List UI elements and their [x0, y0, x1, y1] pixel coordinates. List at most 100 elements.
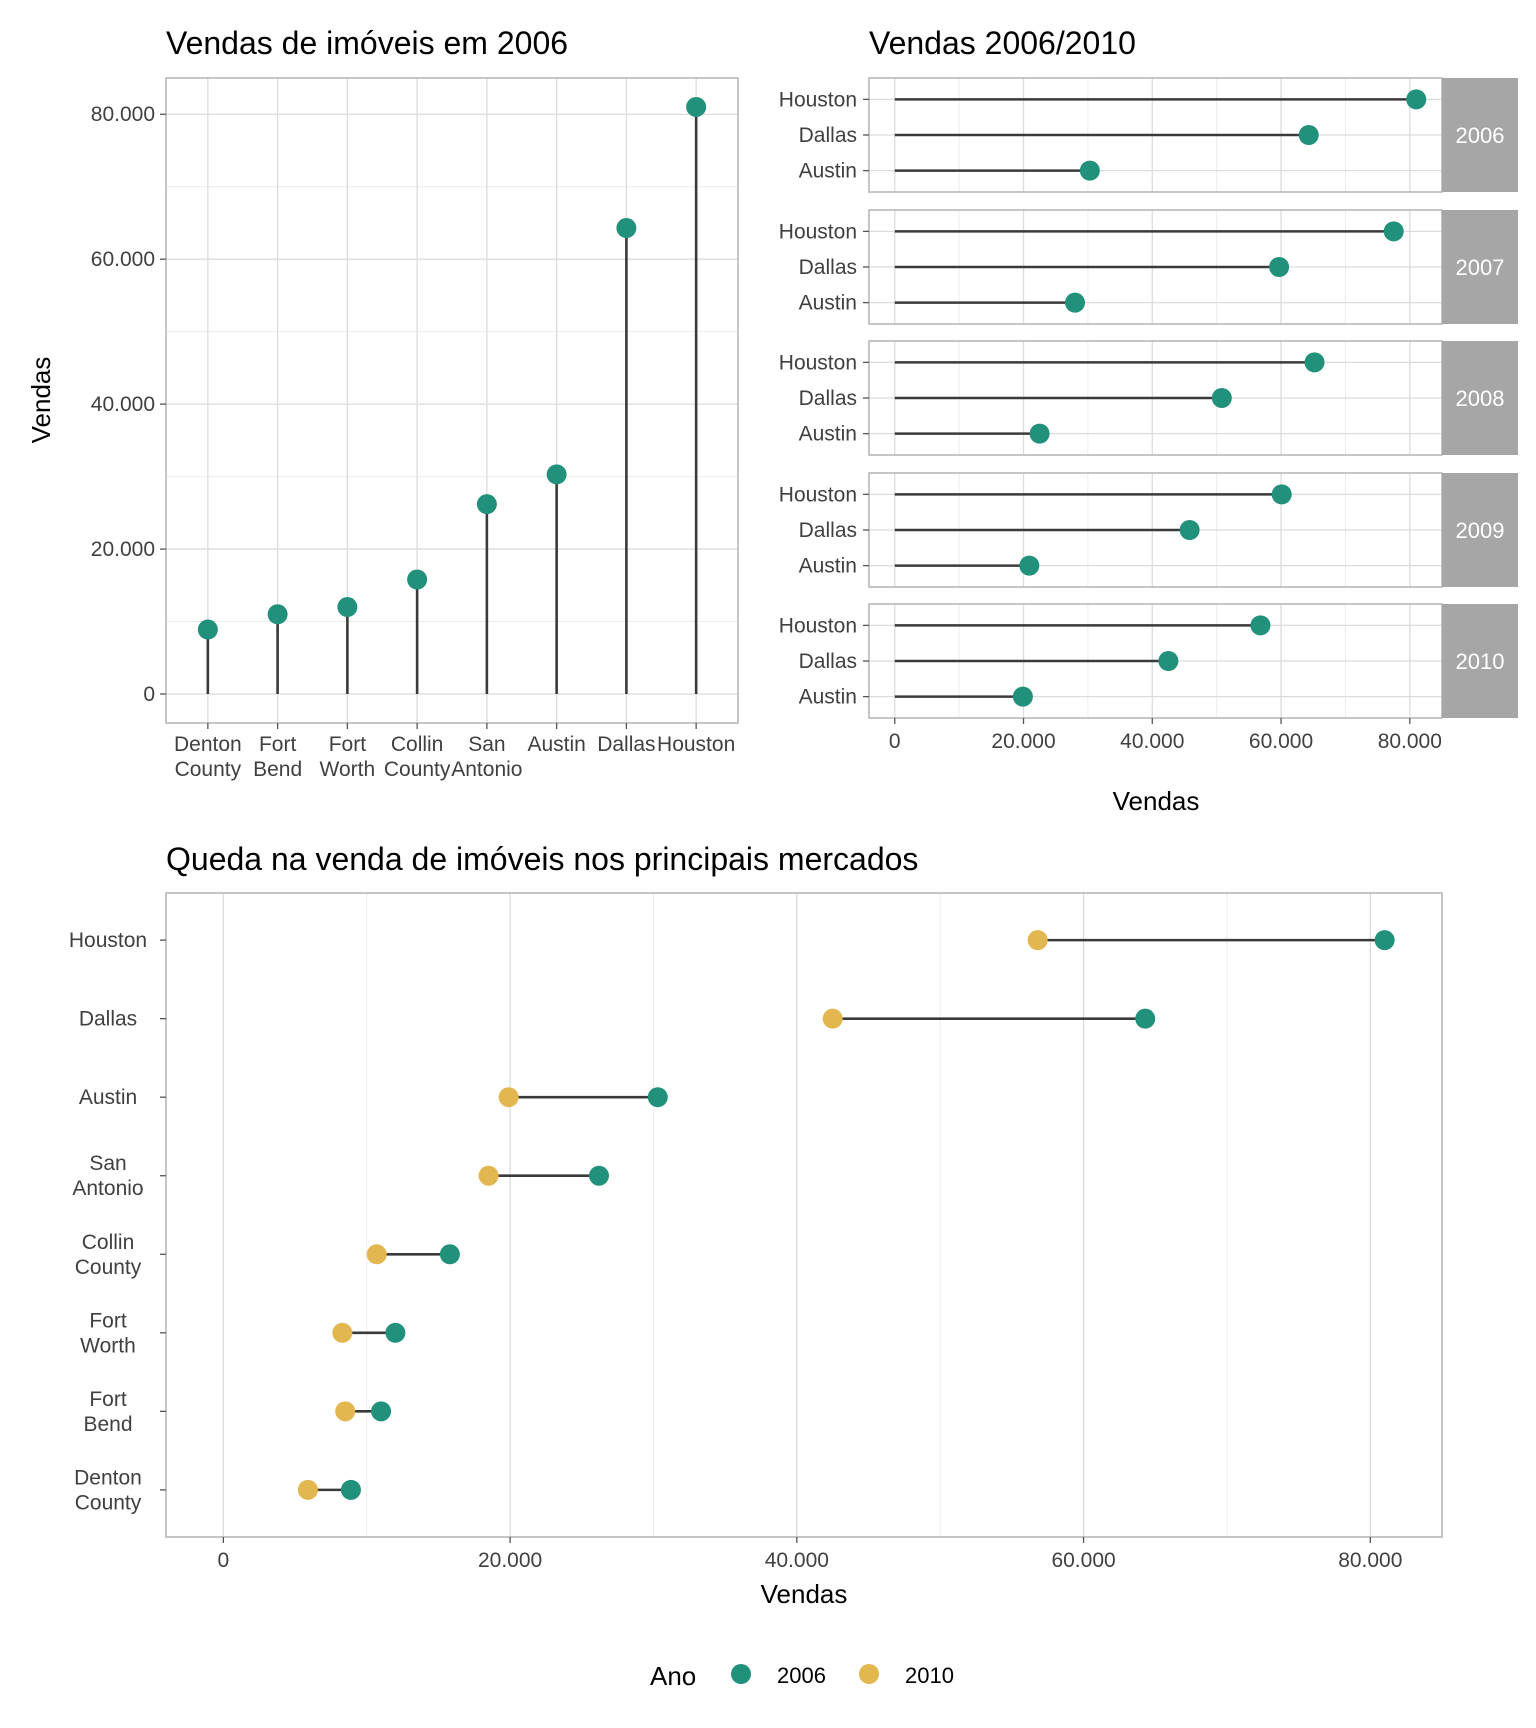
chart1-point: [267, 604, 288, 625]
chart2-point: [1298, 125, 1319, 145]
chart1-ytick-label: 60.000: [91, 248, 155, 271]
chart1-xtick-label: Fort Worth: [320, 733, 376, 781]
chart1-xtick-label: Collin County: [384, 733, 451, 781]
chart3-ytick-label: Dallas: [79, 1008, 137, 1031]
chart2-facets: 2006 Houston Dallas Austin 2007 Houston Dallas…: [779, 77, 1518, 719]
chart2-ytick-label: Houston: [779, 351, 857, 374]
chart2-xtick-label: 20.000: [991, 730, 1055, 753]
chart2-xtick-label: 40.000: [1120, 730, 1184, 753]
chart1-xtick-label: Austin: [527, 733, 585, 756]
chart2-ytick-label: Houston: [779, 483, 857, 506]
chart2-point: [1383, 221, 1404, 242]
chart3-gridlines: [222, 893, 1371, 1537]
chart2-ytick-label: Dallas: [799, 650, 857, 673]
chart1-point: [337, 597, 358, 618]
chart2-ytick-label: Houston: [779, 614, 857, 637]
chart2-point: [1019, 555, 1040, 576]
chart3-ytick-label: Fort Bend: [83, 1388, 132, 1436]
legend-label-2010: 2010: [905, 1663, 954, 1688]
legend-marker-2010: [859, 1664, 879, 1684]
chart3-point-2006: [647, 1087, 668, 1108]
chart3-title: Queda na venda de imóveis nos principais…: [166, 841, 918, 877]
chart3-point-2010: [1027, 930, 1048, 951]
chart3-point-2006: [1374, 930, 1395, 951]
chart3-xtick-label: 20.000: [478, 1549, 542, 1572]
chart2-xtick-label: 80.000: [1378, 730, 1442, 753]
chart3-point-2006: [439, 1244, 460, 1265]
chart3-point-2006: [1135, 1008, 1156, 1029]
chart3-ytick-label: Austin: [79, 1086, 137, 1109]
chart2-facet-2008: 2008 Houston Dallas Austin: [779, 340, 1518, 456]
chart1-xtick-label: Denton County: [174, 733, 242, 781]
chart3-ytick-label: Houston: [69, 929, 147, 952]
chart3-y-axis: Houston Dallas Austin San Antonio Collin Count…: [69, 929, 166, 1514]
chart2-point: [1406, 89, 1427, 110]
legend-title: Ano: [650, 1661, 696, 1691]
chart2-point: [1029, 423, 1050, 444]
chart2-ytick-label: Dallas: [799, 124, 857, 147]
chart2-facet-strip-label: 2006: [1456, 123, 1505, 148]
chart2-facet-strip: [1442, 473, 1518, 587]
chart3-point-2006: [371, 1401, 392, 1422]
chart1-point: [546, 464, 567, 485]
chart1-panel-border: [165, 77, 739, 724]
chart1-y-axis: 0 20.000 40.000 60.000 80.000: [91, 103, 166, 706]
chart3-point-2010: [822, 1008, 843, 1029]
chart3-xtick-label: 60.000: [1051, 1549, 1115, 1572]
chart3-xtick-label: 0: [218, 1549, 230, 1572]
chart3-xtick-label: 40.000: [765, 1549, 829, 1572]
chart2-point: [1158, 651, 1179, 671]
legend-marker-2006: [731, 1664, 751, 1684]
chart3-point-2006: [385, 1322, 406, 1343]
chart2-point: [1079, 160, 1100, 181]
chart1-ytick-label: 80.000: [91, 103, 155, 126]
chart2-facet-2009: 2009 Houston Dallas Austin: [779, 472, 1518, 588]
legend-label-2006: 2006: [777, 1663, 826, 1688]
chart2-xtick-label: 0: [889, 730, 901, 753]
chart1-xtick-label: San Antonio: [451, 733, 522, 781]
chart1-ytick-label: 40.000: [91, 393, 155, 416]
chart3-point-2010: [335, 1401, 356, 1422]
chart2-x-axis: 0 20.000 40.000 60.000 80.000: [889, 718, 1442, 753]
chart3-point-2006: [588, 1165, 609, 1186]
chart2-point: [1211, 388, 1232, 408]
chart-queda-vendas: Queda na venda de imóveis nos principais…: [69, 841, 1443, 1609]
chart2-ytick-label: Houston: [779, 220, 857, 243]
chart2-point: [1271, 484, 1292, 505]
chart3-point-2006: [340, 1479, 361, 1500]
chart2-facet-2010: 2010 Houston Dallas Austin: [779, 603, 1518, 719]
chart2-xlabel: Vendas: [1113, 786, 1200, 816]
chart3-xtick-label: 80.000: [1338, 1549, 1402, 1572]
chart1-ytick-label: 0: [143, 683, 155, 706]
chart3-ytick-label: Denton County: [74, 1466, 142, 1514]
chart2-ytick-label: Houston: [779, 88, 857, 111]
chart2-ytick-label: Dallas: [799, 519, 857, 542]
chart2-point: [1250, 615, 1271, 636]
chart2-ytick-label: Austin: [799, 555, 857, 578]
chart2-ytick-label: Austin: [799, 686, 857, 709]
chart2-ytick-label: Dallas: [799, 256, 857, 279]
chart3-ytick-label: San Antonio: [72, 1152, 143, 1200]
chart1-point: [476, 494, 497, 515]
chart1-point: [407, 569, 428, 590]
chart1-point: [616, 218, 637, 239]
chart2-facet-strip-label: 2009: [1456, 518, 1505, 543]
chart-vendas-2006-2010-facets: Vendas 2006/2010 2006 Houston Dallas Austin…: [779, 25, 1518, 816]
chart2-point: [1269, 257, 1290, 277]
chart2-point: [1179, 520, 1200, 540]
chart2-facet-strip-label: 2010: [1456, 649, 1505, 674]
chart1-ytick-label: 20.000: [91, 538, 155, 561]
chart3-ytick-label: Fort Worth: [80, 1309, 136, 1357]
chart-vendas-2006: Vendas de imóveis em 2006 Vendas 0 20.000…: [26, 25, 739, 781]
chart3-x-axis: 0 20.000 40.000 60.000 80.000: [218, 1537, 1402, 1572]
chart3-xlabel: Vendas: [761, 1579, 848, 1609]
chart2-ytick-label: Austin: [799, 292, 857, 315]
chart2-facet-2007: 2007 Houston Dallas Austin: [779, 209, 1518, 325]
chart2-point: [1065, 292, 1086, 313]
chart2-xtick-label: 60.000: [1249, 730, 1313, 753]
chart3-point-2010: [498, 1087, 519, 1108]
chart2-ytick-label: Dallas: [799, 387, 857, 410]
